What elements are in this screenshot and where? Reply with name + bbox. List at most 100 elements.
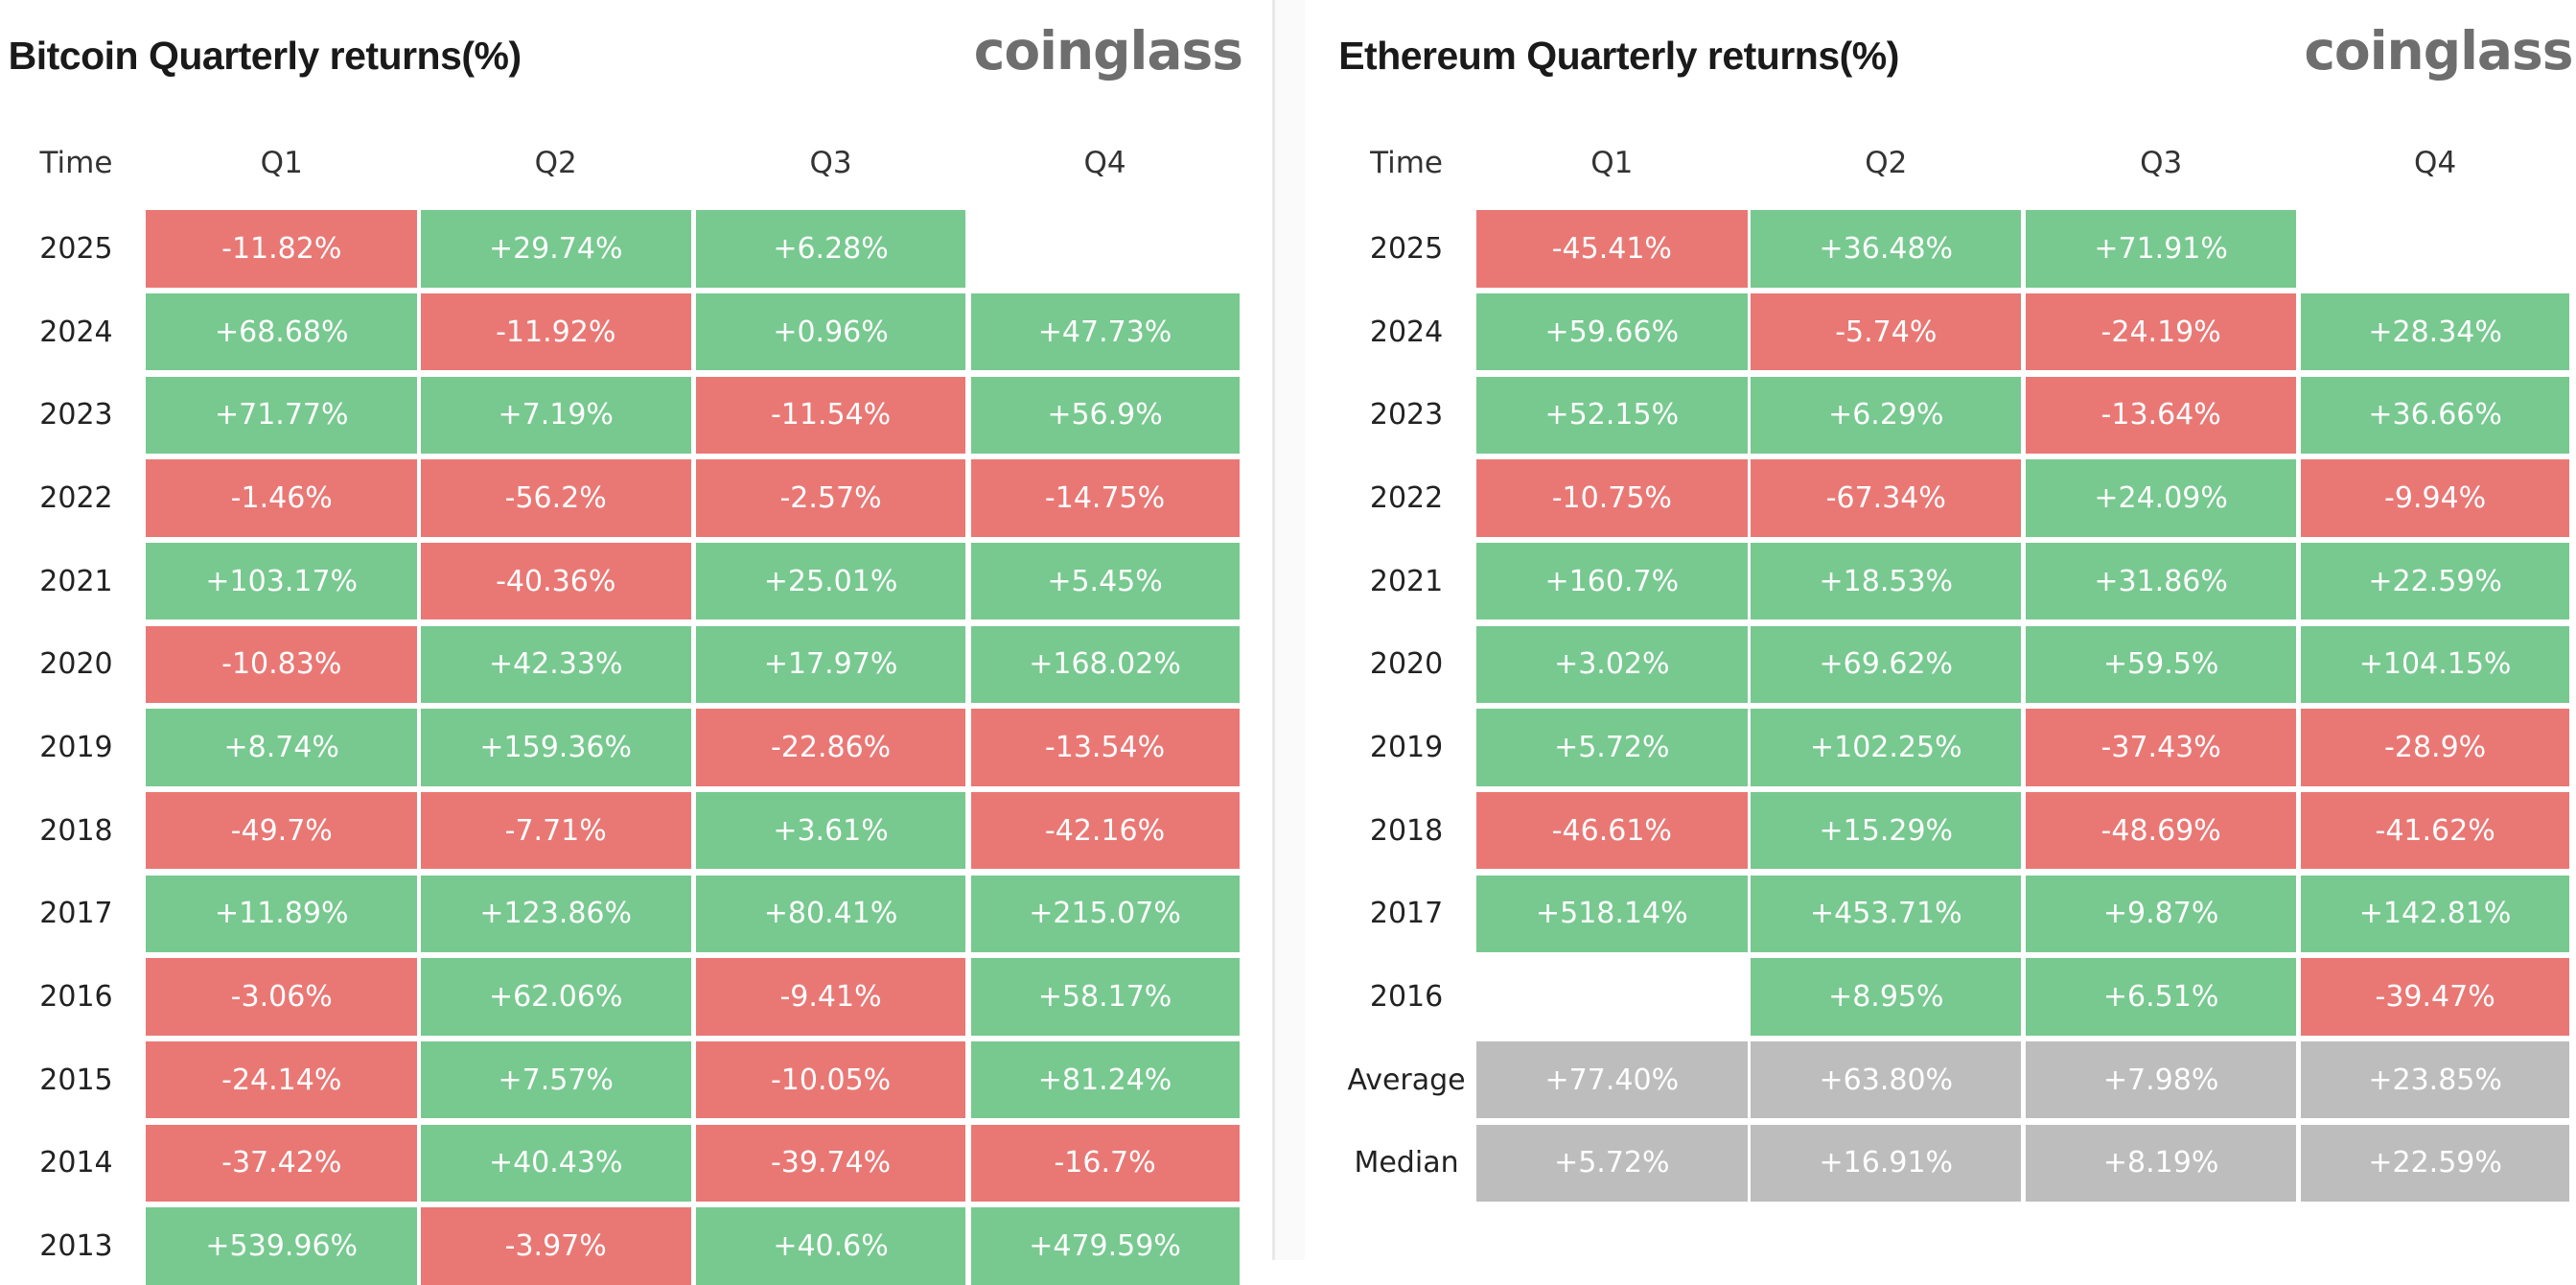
return-cell: +63.80% [1751,1041,2022,1119]
row-label: 2018 [39,813,113,848]
return-cell: +6.28% [695,210,966,288]
row-label: 2018 [1369,813,1444,848]
row-label: 2019 [39,731,113,765]
brand-logo: coinglass [973,19,1243,82]
return-cell: +5.72% [1475,709,1748,786]
separator [1272,0,1305,1260]
return-cell: -37.43% [2026,709,2296,786]
return-cell: +8.74% [146,709,418,786]
return-cell: -48.69% [2026,792,2296,870]
column-header: Q2 [534,146,577,181]
row-label: 2016 [39,980,113,1015]
return-cell: -3.06% [146,958,418,1036]
row-label: 2023 [39,398,113,432]
return-cell: -7.71% [420,792,691,870]
return-cell: +123.86% [420,875,691,953]
column-header: Time [1370,146,1443,181]
return-cell: +42.33% [420,625,691,704]
return-cell: -10.75% [1475,459,1748,537]
return-cell: -16.7% [970,1124,1240,1203]
return-cell: +15.29% [1751,792,2022,870]
row-label: 2023 [1369,398,1444,432]
column-header: Q4 [2414,146,2457,181]
return-cell: +7.19% [420,376,691,455]
return-cell: +215.07% [970,875,1240,953]
return-cell: -37.42% [146,1124,418,1203]
return-cell: +80.41% [695,875,966,953]
row-label: 2022 [39,481,113,516]
return-cell: +0.96% [695,293,966,371]
return-cell: +7.57% [420,1041,691,1119]
row-label: 2021 [39,564,113,598]
return-cell: +18.53% [1751,543,2022,620]
column-header: Q3 [2140,146,2183,181]
return-cell: -9.94% [2301,459,2570,537]
column-header: Q2 [1865,146,1908,181]
return-cell: +159.36% [420,709,691,786]
return-cell: +539.96% [146,1207,418,1285]
row-label: 2022 [1369,481,1444,516]
column-header: Time [39,146,113,181]
return-cell: +59.5% [2026,625,2296,704]
return-cell: +47.73% [970,293,1240,371]
row-label: 2019 [1369,731,1444,765]
return-cell: +71.77% [146,376,418,455]
return-cell: +160.7% [1475,543,1748,620]
return-cell: +28.34% [2301,293,2570,371]
return-cell: +25.01% [695,543,966,620]
return-cell: -49.7% [146,792,418,870]
return-cell: +479.59% [970,1207,1240,1285]
panel-title: Bitcoin Quarterly returns(%) [8,33,522,78]
row-label: 2017 [39,897,113,931]
return-cell: -5.74% [1751,293,2022,371]
return-cell: -40.36% [420,543,691,620]
return-cell: +40.43% [420,1124,691,1203]
return-cell: -39.74% [695,1124,966,1203]
return-cell: -67.34% [1751,459,2022,537]
return-cell: +102.25% [1751,709,2022,786]
return-cell: -3.97% [420,1207,691,1285]
return-cell: +104.15% [2301,625,2570,704]
return-cell: +59.66% [1475,293,1748,371]
return-cell: +29.74% [420,210,691,288]
return-cell: +103.17% [146,543,418,620]
return-cell: +518.14% [1475,875,1748,953]
return-cell: -39.47% [2301,958,2570,1036]
return-cell: -42.16% [970,792,1240,870]
return-cell: -10.83% [146,625,418,704]
return-cell: -11.54% [695,376,966,455]
return-cell: +81.24% [970,1041,1240,1119]
return-cell: -13.64% [2026,376,2296,455]
return-cell: +6.51% [2026,958,2296,1036]
return-cell: -2.57% [695,459,966,537]
return-cell: +6.29% [1751,376,2022,455]
return-cell: +3.61% [695,792,966,870]
return-cell: +24.09% [2026,459,2296,537]
return-cell: +9.87% [2026,875,2296,953]
row-label: Average [1347,1063,1466,1097]
return-cell: +453.71% [1751,875,2022,953]
return-cell: -13.54% [970,709,1240,786]
return-cell: +71.91% [2026,210,2296,288]
return-cell: +16.91% [1751,1124,2022,1203]
return-cell: +52.15% [1475,376,1748,455]
return-cell: +142.81% [2301,875,2570,953]
row-label: Median [1354,1146,1459,1180]
return-cell: +36.66% [2301,376,2570,455]
row-label: 2013 [39,1229,113,1264]
return-cell: +5.72% [1475,1124,1748,1203]
return-cell: -24.14% [146,1041,418,1119]
row-label: 2021 [1369,564,1444,598]
row-label: 2014 [39,1146,113,1180]
return-cell: -28.9% [2301,709,2570,786]
row-label: 2025 [39,232,113,267]
return-cell: +56.9% [970,376,1240,455]
return-cell: +168.02% [970,625,1240,704]
row-label: 2015 [39,1063,113,1097]
return-cell: +62.06% [420,958,691,1036]
column-header: Q4 [1083,146,1126,181]
row-label: 2016 [1369,980,1444,1015]
column-header: Q1 [1590,146,1634,181]
brand-logo: coinglass [2304,19,2573,82]
